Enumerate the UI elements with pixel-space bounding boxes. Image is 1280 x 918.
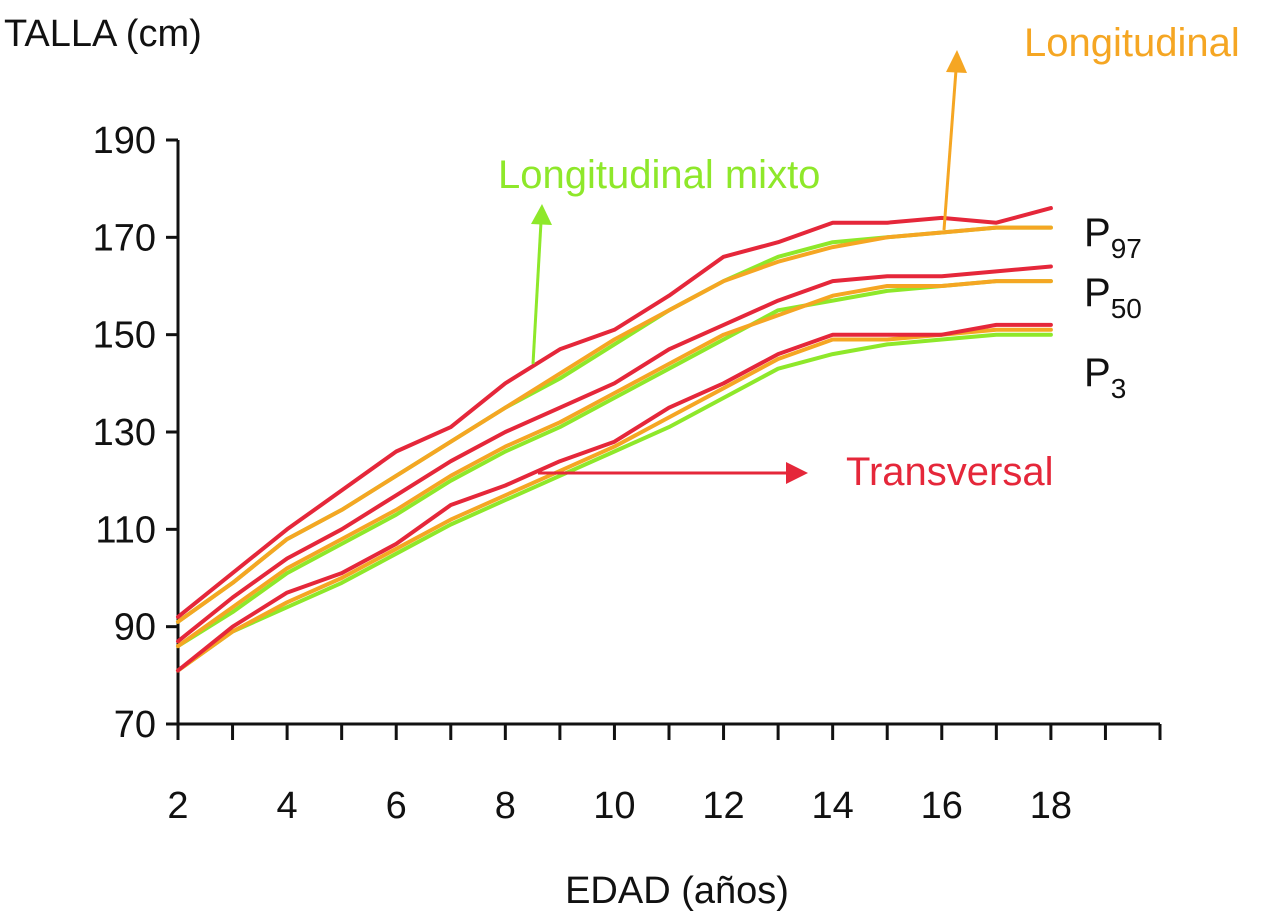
series-line-longitudinal-p3 <box>176 327 1053 673</box>
x-tick-label: 12 <box>702 785 744 827</box>
series-line-transversal-p50 <box>176 264 1053 644</box>
longitudinal-label: Longitudinal <box>1024 21 1240 65</box>
transversal-label: Transversal <box>846 450 1053 494</box>
longitudinal-mixto-label: Longitudinal mixto <box>498 153 820 197</box>
longitudinal-mixto-arrow <box>531 204 552 365</box>
series-line-longitudinal-mixto-p3 <box>176 332 1053 673</box>
series-line-longitudinal-p50 <box>176 279 1053 649</box>
series-lines <box>176 206 1053 673</box>
series-line-longitudinal-mixto-p50 <box>176 279 1053 649</box>
p97-label: P97 <box>1084 211 1142 264</box>
x-tick-label: 6 <box>386 785 407 827</box>
y-tick-label: 150 <box>93 315 156 357</box>
series-line-transversal-p97 <box>176 206 1053 619</box>
series-line-transversal-p3 <box>176 322 1053 673</box>
y-tick-label: 190 <box>93 120 156 162</box>
y-tick-label: 70 <box>114 704 156 746</box>
y-tick-label: 130 <box>93 412 156 454</box>
x-tick-label: 16 <box>921 785 963 827</box>
axis-ticks: 70 90 110 130 150 170 190 2 4 6 8 10 12 14 16 18 <box>93 120 1162 827</box>
y-tick-label: 110 <box>95 509 156 551</box>
y-tick-label: 170 <box>93 217 156 259</box>
y-tick-label: 90 <box>114 607 156 649</box>
p3-label: P3 <box>1084 351 1126 404</box>
x-tick-label: 14 <box>812 785 854 827</box>
p50-label: P50 <box>1084 271 1142 324</box>
transversal-arrow <box>538 462 808 484</box>
x-tick-label: 2 <box>167 785 188 827</box>
y-axis-label: TALLA (cm) <box>4 13 202 55</box>
longitudinal-arrow <box>942 50 967 231</box>
x-tick-label: 18 <box>1030 785 1072 827</box>
x-tick-label: 4 <box>277 785 298 827</box>
series-line-longitudinal-p97 <box>176 225 1053 624</box>
x-axis-label: EDAD (años) <box>565 870 789 912</box>
x-tick-label: 10 <box>593 785 635 827</box>
x-tick-label: 8 <box>495 785 516 827</box>
